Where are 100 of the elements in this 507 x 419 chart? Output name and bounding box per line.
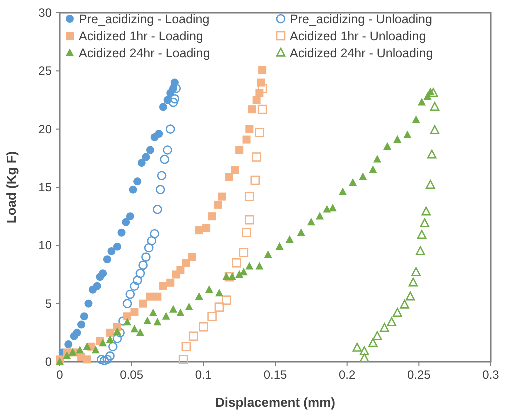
point [163, 146, 172, 155]
point [188, 253, 196, 262]
point [83, 356, 92, 364]
point [116, 328, 125, 338]
point [126, 212, 134, 221]
point [160, 154, 170, 164]
point [392, 308, 402, 317]
point [215, 288, 224, 297]
point [228, 272, 236, 280]
point [286, 235, 294, 244]
point [130, 282, 140, 292]
x-tick-label: 0.1 [195, 368, 212, 382]
point [106, 352, 115, 361]
point [246, 262, 254, 270]
point [418, 98, 426, 106]
point [222, 272, 231, 280]
x-axis-title: Displacement (mm) [216, 395, 336, 410]
x-tick-label: 0.2 [338, 368, 356, 382]
point [122, 218, 130, 226]
point [155, 130, 164, 138]
point [159, 103, 168, 112]
point [154, 318, 162, 326]
legend-label: Pre_acidizing - Unloading [290, 12, 432, 26]
legend-label: Acidized 1hr - Loading [79, 30, 204, 44]
point [244, 215, 254, 225]
point [214, 302, 224, 312]
point [92, 346, 100, 354]
point [103, 256, 112, 264]
point [307, 218, 316, 226]
point [136, 328, 144, 336]
point [328, 204, 337, 212]
point [124, 318, 132, 326]
point [142, 153, 150, 162]
point [178, 355, 188, 364]
x-tick-label: 0.15 [264, 368, 288, 382]
point [406, 292, 416, 301]
point [138, 159, 146, 168]
point [176, 308, 185, 316]
point [218, 192, 226, 201]
point [84, 300, 93, 308]
point [149, 308, 158, 316]
point [205, 285, 214, 294]
point [412, 267, 421, 276]
point [430, 125, 440, 134]
point [113, 327, 122, 335]
point [255, 128, 264, 138]
point [136, 268, 146, 278]
point [144, 243, 154, 253]
point [256, 262, 264, 270]
point [130, 325, 139, 333]
point [112, 334, 122, 344]
point [156, 185, 166, 194]
y-axis-title: Load (Kg F) [4, 151, 19, 224]
point [242, 136, 251, 144]
point [246, 125, 254, 134]
point [108, 342, 118, 352]
point [126, 290, 136, 300]
point [162, 312, 170, 320]
y-tick-label: 15 [38, 180, 52, 194]
point [387, 317, 397, 326]
point [106, 328, 114, 337]
point [417, 230, 427, 240]
point [349, 178, 358, 186]
point [102, 355, 112, 364]
point [97, 355, 106, 364]
point [374, 155, 382, 163]
point [428, 88, 438, 98]
point [122, 299, 132, 308]
point [368, 338, 378, 348]
point [420, 218, 430, 228]
point [147, 236, 157, 246]
point [99, 338, 108, 347]
point [185, 302, 194, 311]
point [276, 242, 284, 250]
point [100, 356, 110, 366]
point [139, 300, 148, 308]
point [258, 66, 267, 74]
point [236, 270, 244, 278]
point [231, 166, 240, 174]
point [168, 98, 178, 108]
legend-label: Acidized 24hr - Unloading [290, 46, 434, 60]
point [316, 212, 324, 220]
point [426, 180, 436, 190]
point [78, 320, 86, 329]
point [226, 173, 234, 182]
point [208, 312, 217, 322]
point [394, 135, 402, 144]
point [142, 252, 151, 262]
point [430, 102, 440, 112]
point [195, 226, 204, 235]
y-tick-label: 20 [38, 122, 52, 136]
point [63, 352, 72, 360]
point [93, 282, 102, 290]
point [427, 150, 437, 159]
point [400, 300, 410, 309]
point [132, 276, 142, 286]
point [250, 176, 260, 186]
point [153, 204, 162, 214]
point [236, 146, 244, 154]
point [412, 116, 420, 124]
